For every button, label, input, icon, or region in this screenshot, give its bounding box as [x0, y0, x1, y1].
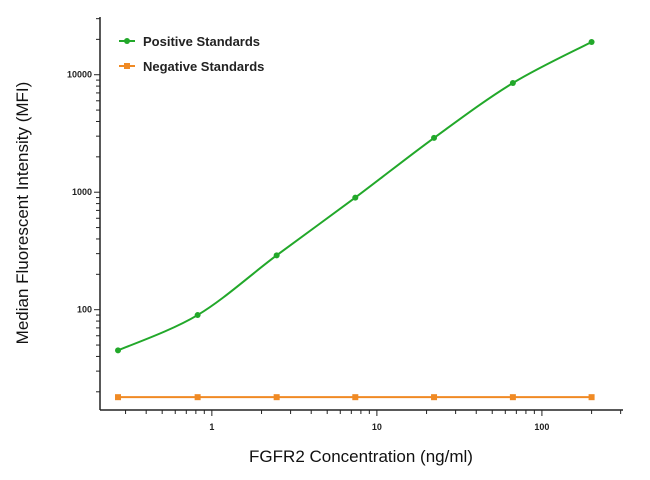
series-layer: [115, 38, 595, 401]
negative-standards-point: [115, 394, 122, 401]
x-axis-label: FGFR2 Concentration (ng/ml): [249, 447, 473, 466]
legend-label-negative-standards: Negative Standards: [143, 59, 264, 74]
negative-standards-point: [588, 394, 595, 401]
positive-standards-point: [431, 134, 438, 141]
y-tick-label: 100: [77, 305, 92, 315]
axes: 1 10 100 100 1000 10000: [67, 17, 623, 432]
legend: Positive Standards Negative Standards: [119, 34, 264, 74]
positive-standards-point: [273, 252, 280, 259]
legend-label-positive-standards: Positive Standards: [143, 34, 260, 49]
negative-standards-point: [194, 394, 201, 401]
x-tick-label: 100: [534, 422, 549, 432]
positive-standards-point: [588, 38, 595, 45]
y-tick-label: 1000: [72, 187, 92, 197]
positive-standards-point: [115, 347, 122, 354]
y-axis-label: Median Fluorescent Intensity (MFI): [13, 82, 32, 345]
x-tick-label: 10: [372, 422, 382, 432]
positive-standards-point: [194, 312, 201, 319]
negative-standards-point: [509, 394, 516, 401]
legend-marker-negative-standards: [124, 63, 130, 69]
positive-standards-point: [509, 80, 516, 87]
negative-standards-point: [352, 394, 359, 401]
legend-marker-positive-standards: [124, 38, 130, 44]
positive-standards-point: [352, 194, 359, 201]
y-tick-label: 10000: [67, 70, 92, 80]
x-tick-label: 1: [209, 422, 214, 432]
negative-standards-point: [431, 394, 438, 401]
negative-standards-point: [273, 394, 280, 401]
